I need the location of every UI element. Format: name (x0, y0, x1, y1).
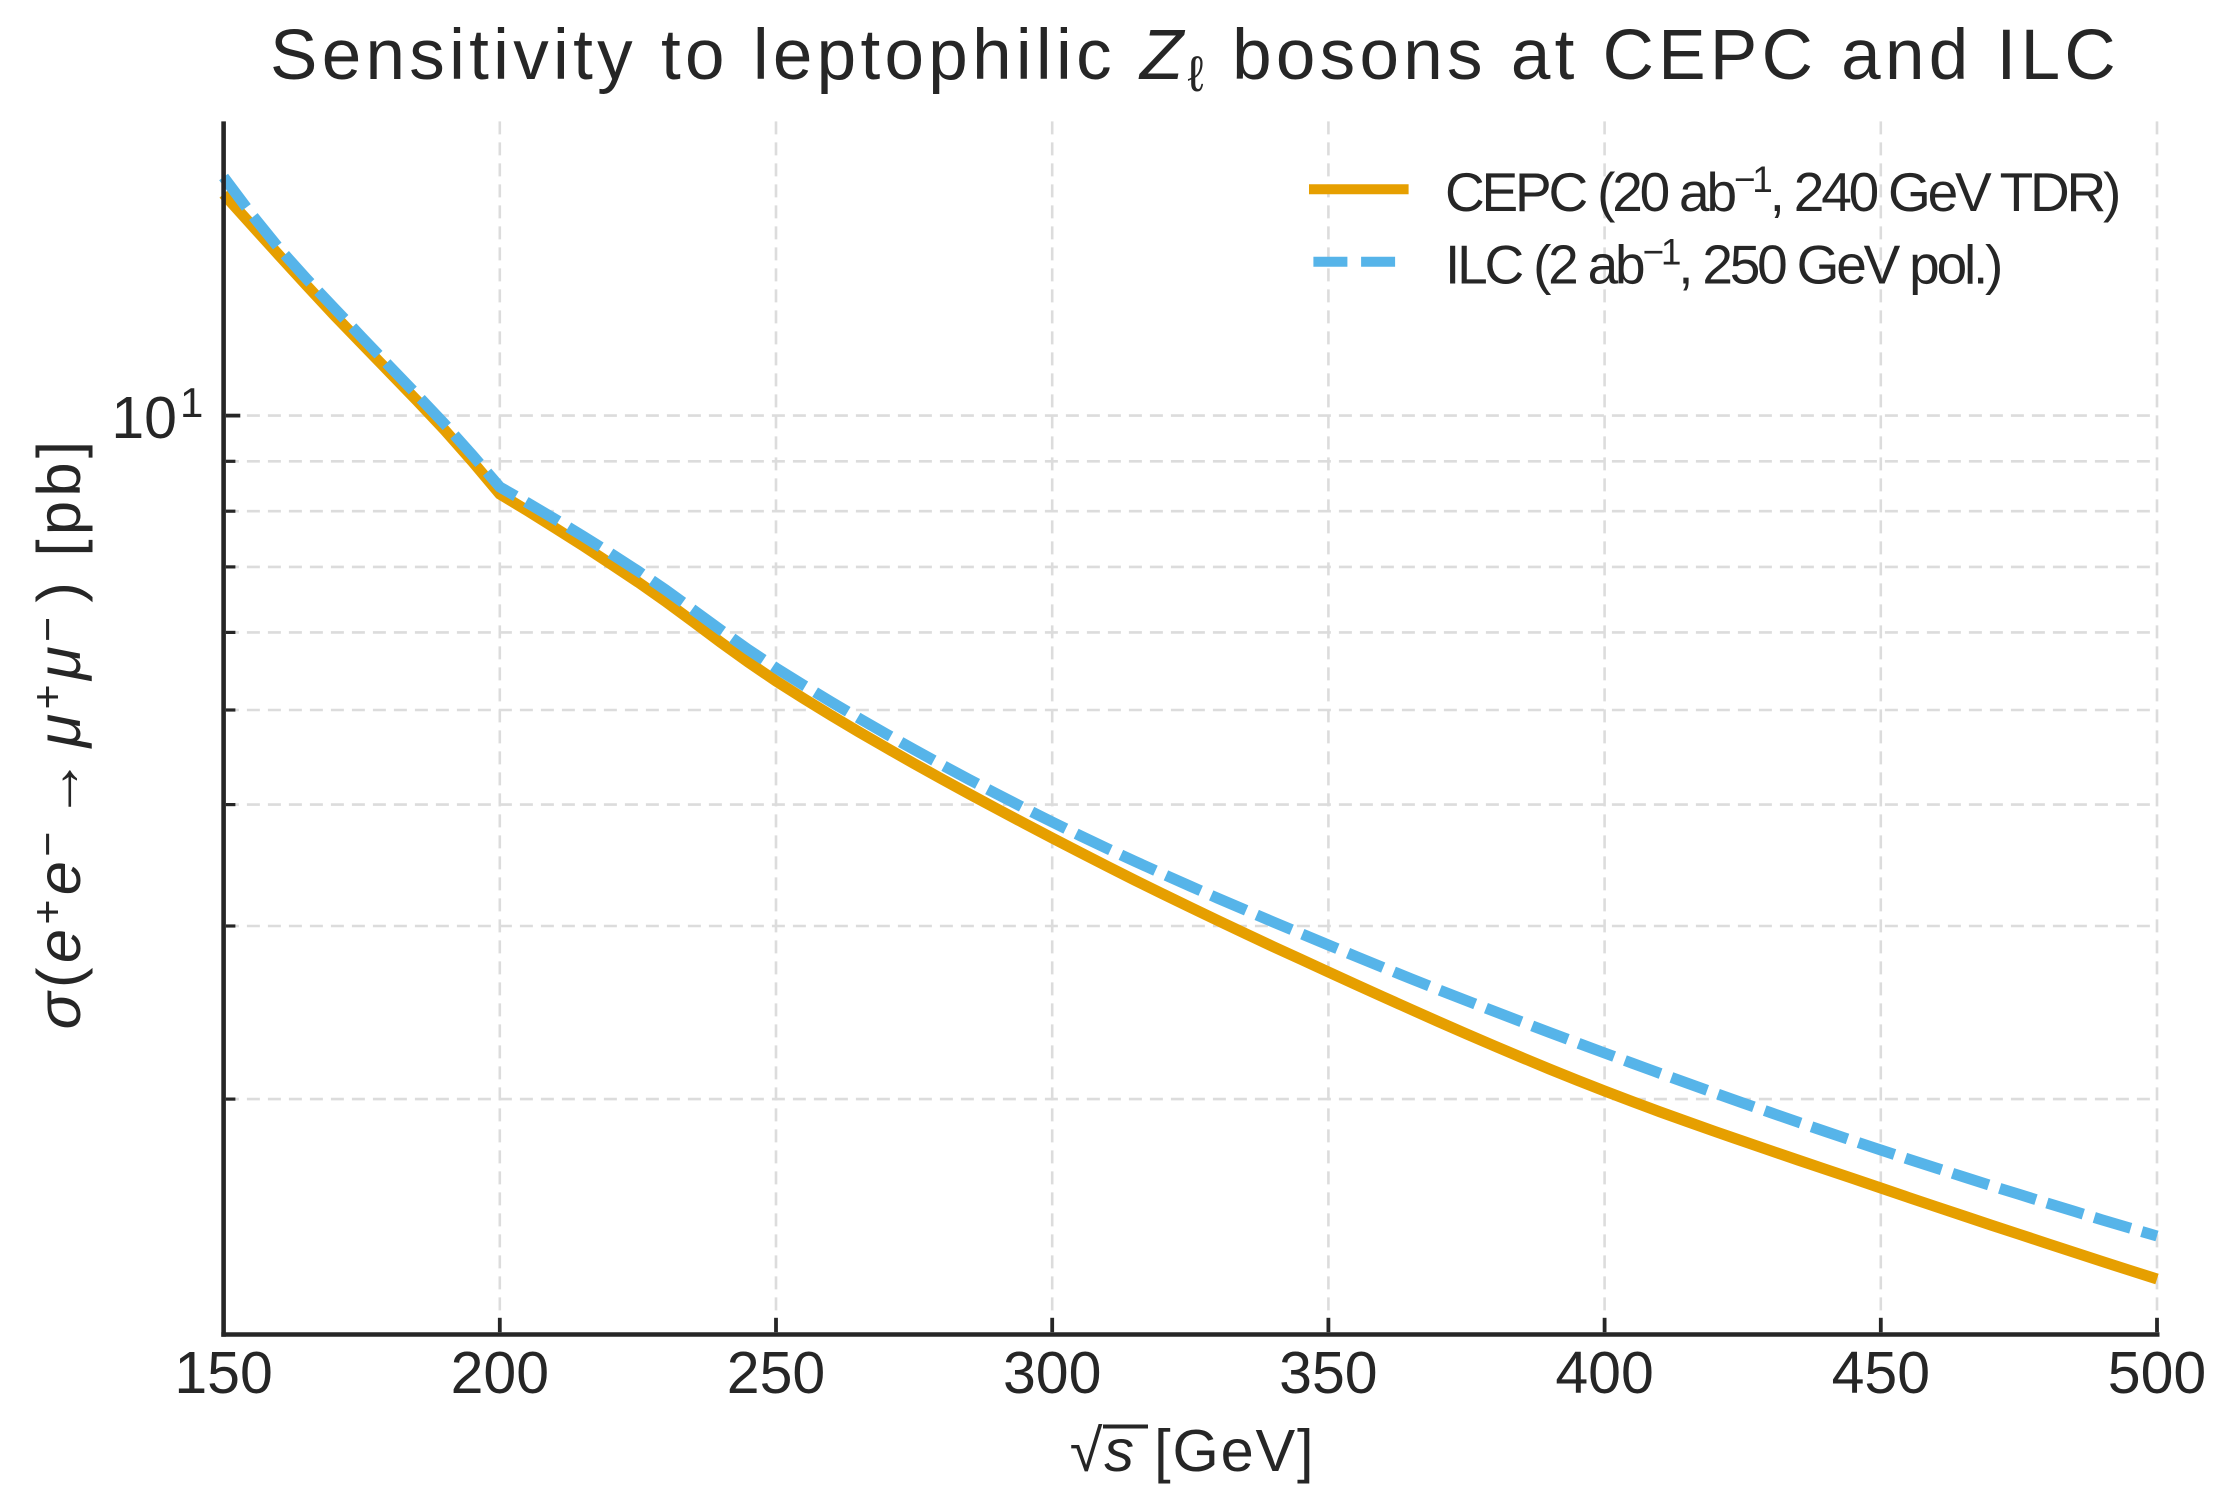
svg-text:350: 350 (1279, 1340, 1377, 1406)
svg-text:ILC (2 ab−1, 250 GeV pol.): ILC (2 ab−1, 250 GeV pol.) (1445, 232, 2000, 296)
svg-text:450: 450 (1832, 1340, 1930, 1406)
svg-text:10: 10 (111, 385, 177, 451)
svg-text:150: 150 (174, 1340, 272, 1406)
svg-text:1: 1 (180, 379, 203, 426)
svg-text:200: 200 (451, 1340, 549, 1406)
svg-text:CEPC (20 ab−1, 240 GeV TDR): CEPC (20 ab−1, 240 GeV TDR) (1445, 159, 2118, 223)
svg-text:400: 400 (1555, 1340, 1653, 1406)
svg-text:300: 300 (1003, 1340, 1101, 1406)
svg-text:250: 250 (727, 1340, 825, 1406)
svg-text:σ(e+e−→μ+μ−) [pb]: σ(e+e−→μ+μ−) [pb] (24, 437, 94, 1030)
svg-text:500: 500 (2108, 1340, 2206, 1406)
